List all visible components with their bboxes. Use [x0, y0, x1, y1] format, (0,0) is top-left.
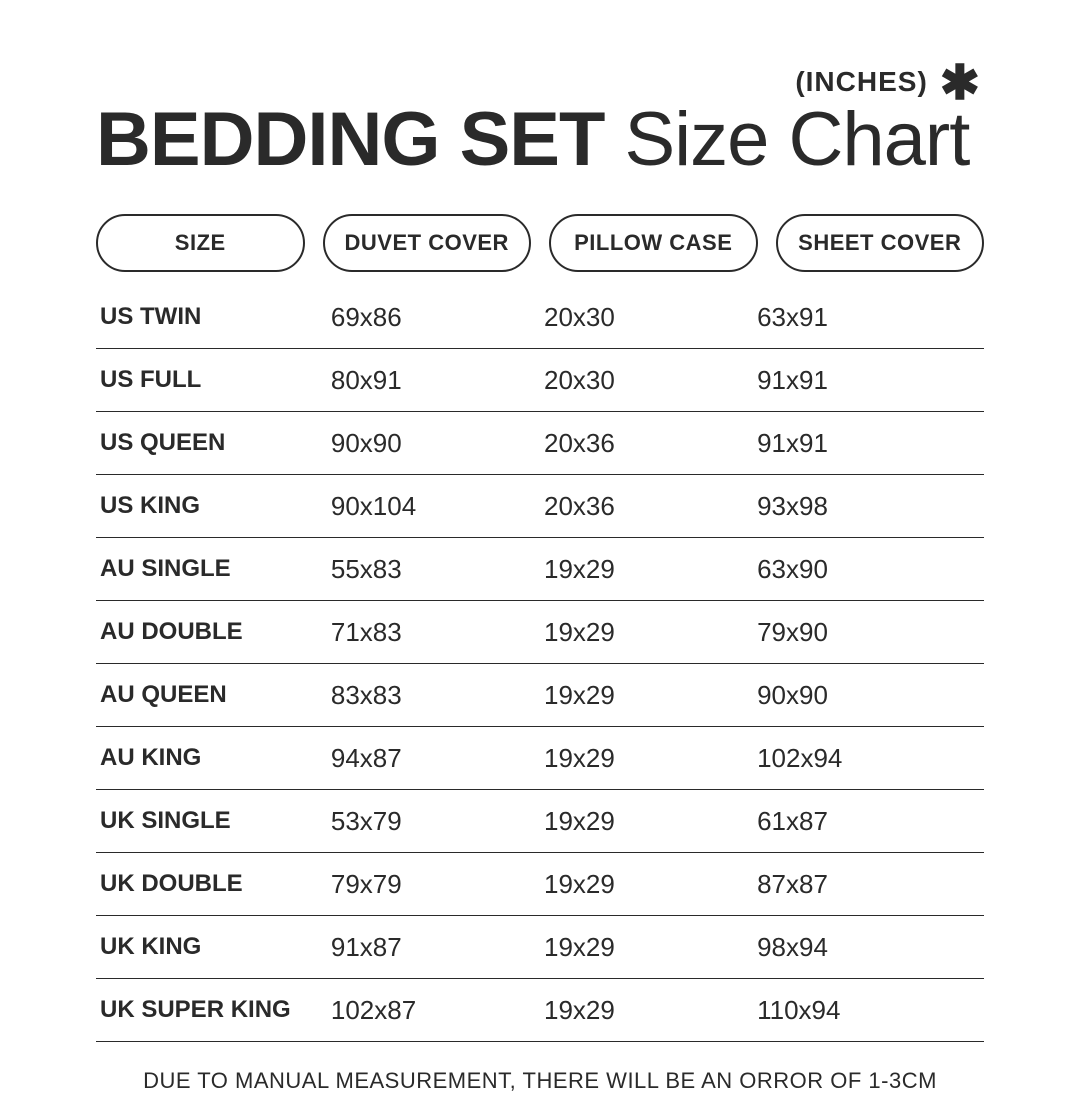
cell-size: US KING	[96, 474, 327, 537]
cell-pillow: 19x29	[540, 789, 753, 852]
cell-sheet: 98x94	[753, 915, 984, 978]
title-light: Size Chart	[625, 97, 970, 182]
column-headers: SIZE DUVET COVER PILLOW CASE SHEET COVER	[96, 214, 984, 272]
table-row: US TWIN69x8620x3063x91	[96, 286, 984, 349]
cell-duvet: 69x86	[327, 286, 540, 349]
col-sheet: SHEET COVER	[776, 214, 985, 272]
cell-duvet: 80x91	[327, 348, 540, 411]
cell-duvet: 83x83	[327, 663, 540, 726]
title-bold: BEDDING SET	[96, 97, 604, 182]
cell-pillow: 19x29	[540, 726, 753, 789]
cell-sheet: 110x94	[753, 978, 984, 1041]
table-row: UK DOUBLE79x7919x2987x87	[96, 852, 984, 915]
size-chart: (INCHES) ✱ BEDDING SET Size Chart SIZE D…	[0, 0, 1080, 1080]
table-row: UK SUPER KING102x8719x29110x94	[96, 978, 984, 1041]
cell-sheet: 90x90	[753, 663, 984, 726]
cell-pillow: 20x36	[540, 411, 753, 474]
cell-duvet: 91x87	[327, 915, 540, 978]
footer-note: DUE TO MANUAL MEASUREMENT, THERE WILL BE…	[96, 1068, 984, 1094]
page-title: BEDDING SET Size Chart	[96, 100, 984, 180]
cell-pillow: 19x29	[540, 915, 753, 978]
cell-pillow: 19x29	[540, 537, 753, 600]
cell-pillow: 20x30	[540, 286, 753, 349]
col-size: SIZE	[96, 214, 305, 272]
cell-pillow: 19x29	[540, 978, 753, 1041]
cell-sheet: 102x94	[753, 726, 984, 789]
cell-size: UK DOUBLE	[96, 852, 327, 915]
header: (INCHES) ✱ BEDDING SET Size Chart	[96, 58, 984, 180]
cell-size: UK SINGLE	[96, 789, 327, 852]
table-row: US FULL80x9120x3091x91	[96, 348, 984, 411]
cell-pillow: 19x29	[540, 852, 753, 915]
cell-sheet: 63x91	[753, 286, 984, 349]
table-row: US QUEEN90x9020x3691x91	[96, 411, 984, 474]
table-row: UK SINGLE53x7919x2961x87	[96, 789, 984, 852]
cell-size: US QUEEN	[96, 411, 327, 474]
cell-size: AU SINGLE	[96, 537, 327, 600]
cell-duvet: 71x83	[327, 600, 540, 663]
unit-label: (INCHES)	[795, 66, 927, 98]
cell-duvet: 94x87	[327, 726, 540, 789]
cell-pillow: 19x29	[540, 600, 753, 663]
cell-duvet: 55x83	[327, 537, 540, 600]
table-row: AU KING94x8719x29102x94	[96, 726, 984, 789]
cell-size: AU DOUBLE	[96, 600, 327, 663]
cell-duvet: 90x90	[327, 411, 540, 474]
cell-sheet: 63x90	[753, 537, 984, 600]
cell-sheet: 87x87	[753, 852, 984, 915]
cell-pillow: 20x30	[540, 348, 753, 411]
cell-size: UK KING	[96, 915, 327, 978]
table-row: AU DOUBLE71x8319x2979x90	[96, 600, 984, 663]
table-row: US KING90x10420x3693x98	[96, 474, 984, 537]
cell-duvet: 90x104	[327, 474, 540, 537]
cell-size: US FULL	[96, 348, 327, 411]
asterisk-icon: ✱	[940, 60, 980, 108]
col-pillow: PILLOW CASE	[549, 214, 758, 272]
size-table: US TWIN69x8620x3063x91US FULL80x9120x309…	[96, 286, 984, 1042]
cell-pillow: 19x29	[540, 663, 753, 726]
cell-sheet: 93x98	[753, 474, 984, 537]
cell-sheet: 91x91	[753, 348, 984, 411]
cell-duvet: 53x79	[327, 789, 540, 852]
cell-duvet: 79x79	[327, 852, 540, 915]
table-row: UK KING91x8719x2998x94	[96, 915, 984, 978]
table-row: AU SINGLE55x8319x2963x90	[96, 537, 984, 600]
cell-sheet: 79x90	[753, 600, 984, 663]
cell-pillow: 20x36	[540, 474, 753, 537]
cell-size: AU QUEEN	[96, 663, 327, 726]
table-row: AU QUEEN83x8319x2990x90	[96, 663, 984, 726]
cell-size: US TWIN	[96, 286, 327, 349]
cell-sheet: 61x87	[753, 789, 984, 852]
cell-size: AU KING	[96, 726, 327, 789]
cell-size: UK SUPER KING	[96, 978, 327, 1041]
col-duvet: DUVET COVER	[323, 214, 532, 272]
cell-sheet: 91x91	[753, 411, 984, 474]
cell-duvet: 102x87	[327, 978, 540, 1041]
